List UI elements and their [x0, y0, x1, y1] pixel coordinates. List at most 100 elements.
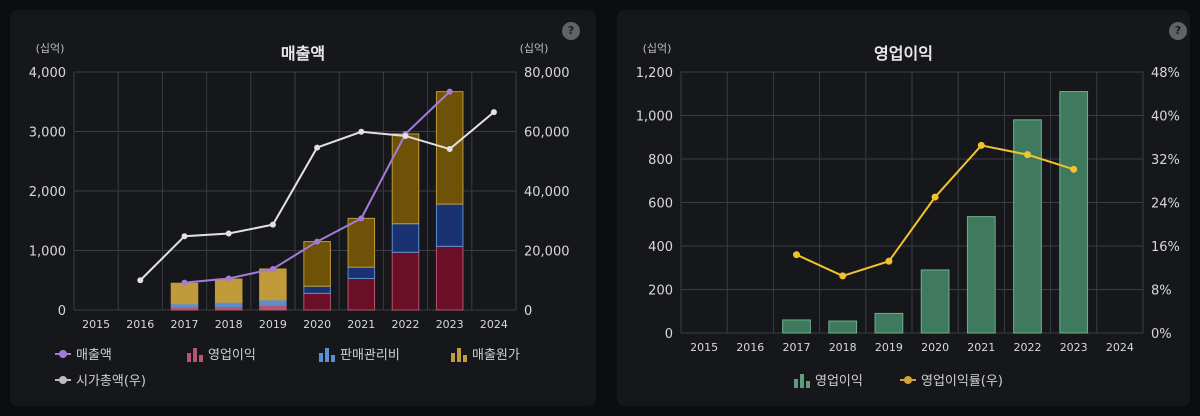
y-tick-left: 800	[648, 153, 673, 168]
stacked-bar-segment	[347, 277, 376, 311]
margin-point	[931, 193, 939, 201]
margin-point	[839, 272, 847, 280]
y-tick-left: 1,000	[636, 110, 673, 125]
unit-label-left: (십억)	[36, 42, 65, 55]
x-tick-label: 2018	[829, 341, 857, 354]
legend-label: 시가총액(우)	[76, 374, 146, 389]
revenue-chart-title: 매출액	[280, 44, 326, 63]
y-tick-left: 1,000	[29, 245, 66, 260]
stacked-bar-segment	[259, 268, 287, 301]
revenue-chart-panel: 매출액 ? 0 1,000 2,000 3,000 4,000 0 20,000 40,000…	[10, 10, 596, 406]
legend-bar-icon	[319, 347, 335, 362]
stacked-bar-segment	[170, 303, 199, 308]
x-tick-label: 2016	[736, 341, 764, 354]
y-tick-right: 24%	[1151, 197, 1180, 212]
operating-profit-bar	[966, 216, 996, 334]
y-tick-left: 2,000	[29, 185, 66, 200]
stacked-bar-segment	[214, 278, 243, 303]
x-tick-label: 2015	[690, 341, 718, 354]
y-tick-left: 0	[58, 304, 66, 319]
y-tick-right: 40,000	[524, 185, 570, 200]
legend-line-marker-icon	[55, 375, 71, 384]
y-tick-right: 0%	[1151, 327, 1172, 342]
series-point	[269, 221, 276, 228]
x-tick-label: 2024	[480, 318, 508, 331]
margin-point	[1070, 165, 1078, 173]
legend-label: 영업이익률(우)	[921, 374, 1003, 389]
unit-label-right: (십억)	[520, 42, 549, 55]
stacked-bar-segment	[391, 133, 420, 225]
stacked-bar-segment	[259, 299, 287, 306]
legend-item-sga[interactable]: 판매관리비	[318, 344, 400, 363]
margin-point	[885, 257, 893, 265]
stacked-bar-segment	[214, 301, 243, 307]
series-point	[314, 144, 321, 151]
legend-line-marker-icon	[55, 349, 71, 358]
y-tick-right: 20,000	[524, 245, 570, 260]
legend-item-cogs[interactable]: 매출원가	[450, 344, 520, 363]
operating-profit-help-button[interactable]: ?	[1169, 22, 1187, 40]
stacked-bar-segment	[391, 251, 420, 311]
legend-item-revenue[interactable]: 매출액	[54, 344, 112, 363]
stacked-bar-segment	[259, 304, 287, 311]
legend-label: 매출액	[76, 348, 112, 363]
x-tick-label: 2024	[1106, 341, 1134, 354]
series-point	[490, 109, 497, 116]
legend-item-operating-profit[interactable]: 영업이익	[186, 344, 256, 363]
series-point	[446, 88, 453, 95]
revenue-chart: 0 1,000 2,000 3,000 4,000 0 20,000 40,000 60,000…	[29, 42, 570, 331]
stacked-bar-segment	[214, 305, 243, 311]
margin-point	[1024, 151, 1031, 159]
legend-label: 영업이익	[815, 374, 863, 389]
y-tick-left: 600	[648, 197, 673, 212]
y-tick-right: 40%	[1151, 110, 1180, 125]
x-tick-label: 2016	[126, 318, 154, 331]
y-tick-left: 0	[665, 327, 673, 342]
y-tick-right: 60,000	[524, 126, 570, 141]
series-point	[269, 265, 276, 272]
legend-item-market-cap[interactable]: 시가총액(우)	[54, 370, 146, 389]
x-tick-label: 2019	[875, 341, 903, 354]
stacked-bar-segment	[435, 203, 464, 247]
series-point	[181, 233, 188, 240]
legend-line-marker-icon	[900, 375, 916, 384]
x-tick-label: 2018	[215, 318, 243, 331]
y-tick-right: 80,000	[524, 66, 570, 81]
series-point	[358, 128, 365, 135]
x-tick-label: 2022	[1014, 341, 1042, 354]
stacked-bar-segment	[303, 285, 331, 294]
operating-profit-bar	[874, 312, 904, 334]
legend-label: 매출원가	[472, 348, 520, 363]
y-tick-left: 4,000	[29, 66, 66, 81]
x-tick-label: 2021	[347, 318, 375, 331]
y-tick-left: 3,000	[29, 126, 66, 141]
y-tick-right: 0	[524, 304, 532, 319]
margin-point	[977, 141, 985, 149]
legend-item-op-profit[interactable]: 영업이익	[793, 370, 863, 389]
x-tick-label: 2023	[1060, 341, 1088, 354]
operating-profit-bar	[782, 319, 811, 334]
stacked-bar-segment	[347, 266, 376, 279]
x-tick-label: 2020	[921, 341, 949, 354]
y-tick-right: 32%	[1151, 153, 1180, 168]
series-point	[225, 230, 232, 237]
x-tick-label: 2019	[259, 318, 287, 331]
margin-point	[793, 251, 800, 259]
stacked-bar-segment	[435, 245, 464, 311]
x-tick-label: 2015	[82, 318, 110, 331]
x-tick-label: 2017	[783, 341, 811, 354]
series-point	[181, 279, 188, 286]
stacked-bar-segment	[347, 217, 376, 268]
legend-label: 판매관리비	[340, 348, 400, 363]
x-tick-label: 2020	[303, 318, 331, 331]
operating-profit-bar	[1059, 91, 1089, 334]
x-tick-label: 2021	[967, 341, 995, 354]
legend-item-op-margin[interactable]: 영업이익률(우)	[899, 370, 1003, 389]
y-tick-right: 8%	[1151, 284, 1172, 299]
revenue-help-button[interactable]: ?	[562, 22, 580, 40]
stacked-bar-segment	[303, 241, 331, 287]
x-tick-label: 2017	[171, 318, 199, 331]
series-point	[137, 277, 144, 284]
y-tick-right: 16%	[1151, 240, 1180, 255]
operating-profit-chart-title: 영업이익	[874, 44, 933, 63]
